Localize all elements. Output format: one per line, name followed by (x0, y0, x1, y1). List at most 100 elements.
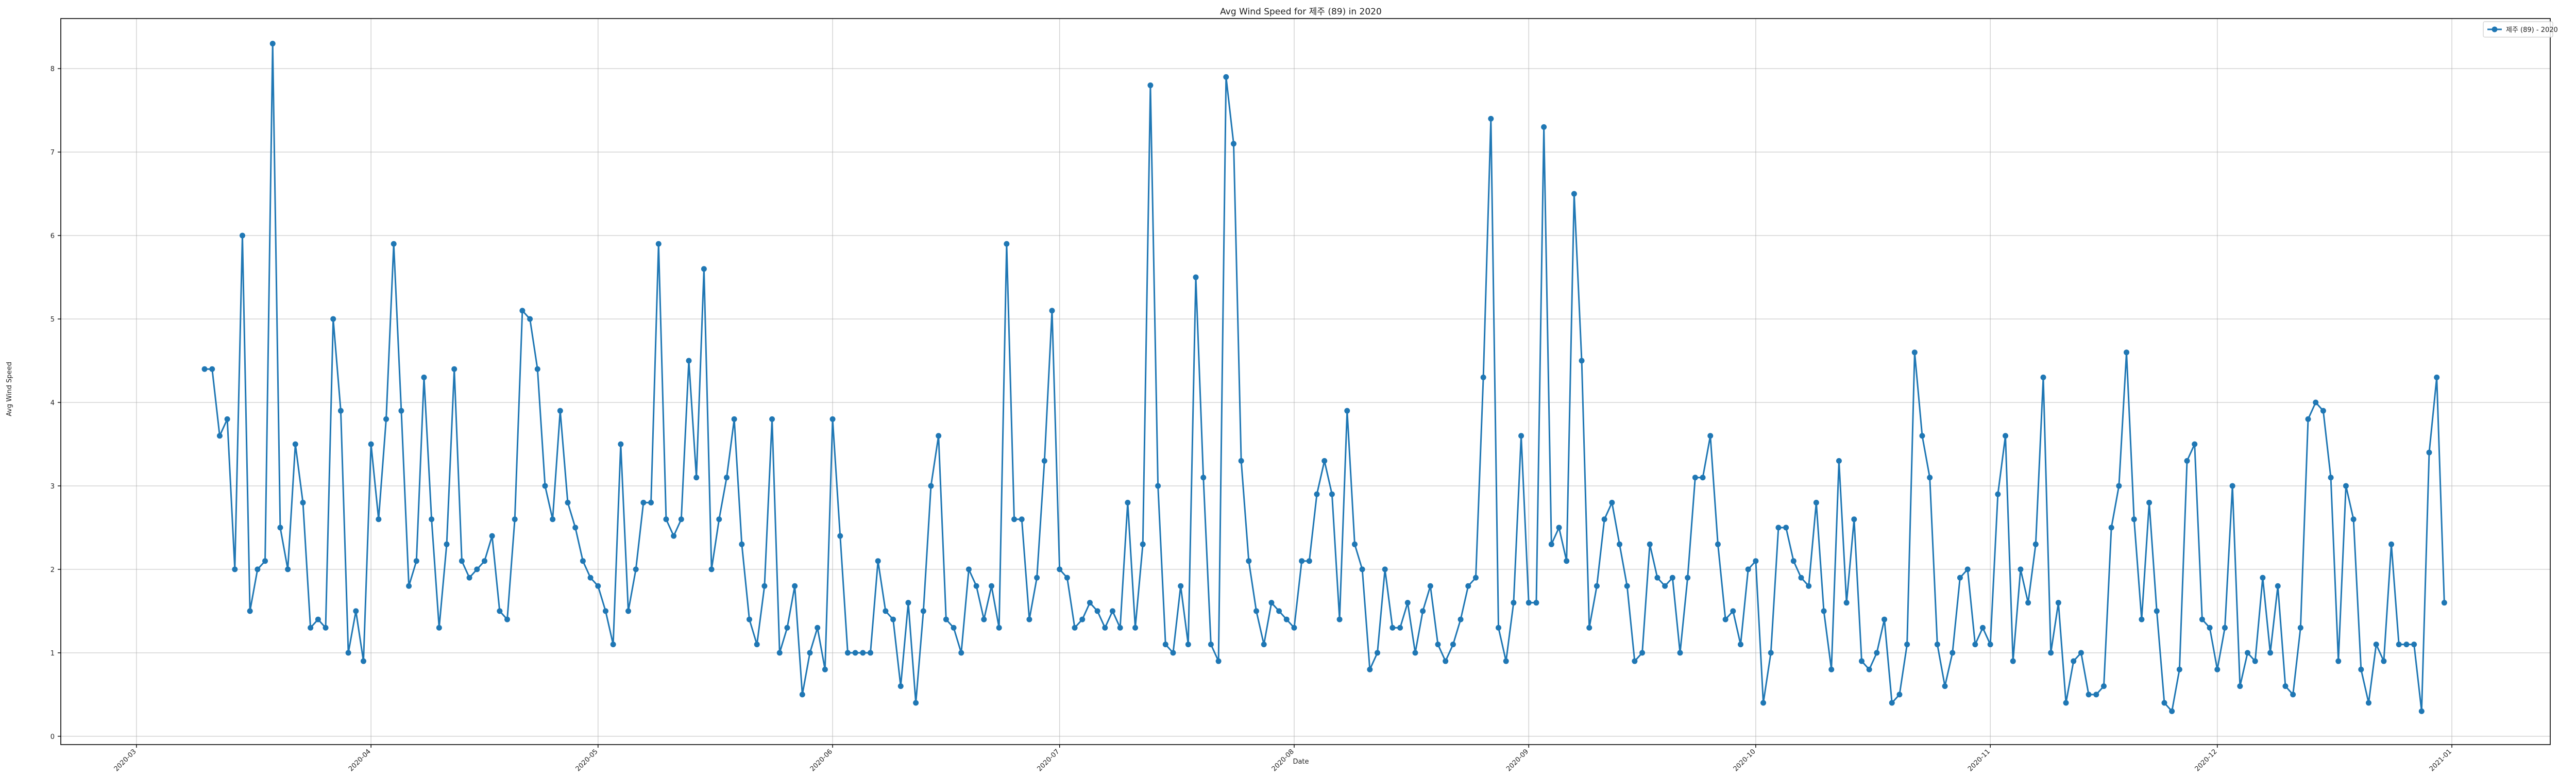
data-point (1117, 625, 1123, 631)
data-point (1722, 616, 1728, 622)
data-point (602, 608, 608, 614)
data-point (2388, 541, 2395, 547)
data-point (693, 475, 700, 481)
data-point (1927, 475, 1933, 481)
data-point (2275, 583, 2281, 589)
data-point (905, 600, 911, 606)
data-point (1057, 566, 1063, 572)
data-point (1942, 683, 1948, 689)
data-point (815, 625, 821, 631)
data-point (852, 650, 858, 656)
data-point (610, 642, 616, 648)
data-point (747, 616, 753, 622)
data-point (1389, 625, 1396, 631)
data-point (1026, 616, 1032, 622)
data-point (2305, 416, 2311, 422)
data-point (1775, 525, 1782, 531)
data-point (269, 41, 276, 47)
y-tick-label: 6 (50, 232, 55, 240)
data-point (1359, 566, 1365, 572)
data-point (625, 608, 632, 614)
y-axis-ticks: 0 1 2 3 4 5 6 7 8 (50, 65, 61, 741)
data-point (807, 650, 813, 656)
data-point (1443, 658, 1449, 664)
data-point (1253, 608, 1260, 614)
data-point (565, 499, 571, 506)
data-point (2093, 692, 2099, 698)
data-point (1851, 516, 1857, 523)
data-point (368, 441, 374, 447)
data-point (2018, 566, 2024, 572)
data-point (1079, 616, 1086, 622)
data-point (1511, 600, 1517, 606)
data-point (1738, 642, 1743, 648)
data-point (965, 566, 972, 572)
data-point (1828, 666, 1835, 672)
data-point (1435, 642, 1441, 648)
data-point (436, 625, 442, 631)
data-point (383, 416, 389, 422)
data-point (292, 441, 298, 447)
data-point (2426, 449, 2432, 456)
data-point (2297, 625, 2303, 631)
data-point (2146, 499, 2153, 506)
data-point (1957, 575, 1963, 581)
data-point (1223, 74, 1229, 80)
data-point (1768, 650, 1774, 656)
data-point (1707, 433, 1714, 439)
data-point (1934, 642, 1940, 648)
y-tick-label: 4 (50, 399, 55, 407)
data-point (2222, 625, 2228, 631)
data-point (1480, 374, 1486, 380)
data-point (1155, 483, 1161, 489)
data-point (209, 366, 215, 372)
data-point (1601, 516, 1607, 523)
legend-series-label: 제주 (89) - 2020 (2506, 26, 2558, 34)
data-point (1579, 358, 1585, 364)
data-point (1692, 475, 1698, 481)
data-point (1896, 692, 1903, 698)
data-point (686, 358, 692, 364)
data-point (1314, 491, 1320, 497)
data-point (2320, 408, 2326, 414)
data-point (2252, 658, 2258, 664)
data-point (1420, 608, 1426, 614)
data-point (1268, 600, 1275, 606)
y-tick-label: 5 (50, 316, 55, 324)
data-point (1125, 499, 1131, 506)
data-point (943, 616, 949, 622)
data-point (988, 583, 994, 589)
chart-title: Avg Wind Speed for 제주 (89) in 2020 (1220, 7, 1382, 17)
data-point (2010, 658, 2016, 664)
data-point (1049, 308, 1055, 314)
data-point (459, 558, 465, 564)
data-point (406, 583, 412, 589)
data-point (1450, 642, 1456, 648)
data-point (2434, 374, 2440, 380)
data-point (2290, 692, 2296, 698)
data-point (1806, 583, 1812, 589)
data-point (444, 541, 450, 547)
data-point (2343, 483, 2349, 489)
data-point (1147, 82, 1154, 89)
data-point (2100, 683, 2107, 689)
data-point (754, 642, 760, 648)
data-point (1132, 625, 1139, 631)
data-point (2161, 700, 2167, 706)
data-point (1911, 349, 1918, 356)
data-point (2184, 458, 2190, 464)
data-point (376, 516, 382, 523)
data-point (519, 308, 526, 314)
data-point (936, 433, 942, 439)
y-axis-label: Avg Wind Speed (6, 362, 13, 416)
data-point (2260, 575, 2266, 581)
data-point (1465, 583, 1471, 589)
data-point (1662, 583, 1668, 589)
data-point (1594, 583, 1600, 589)
data-point (981, 616, 987, 622)
data-point (1843, 600, 1850, 606)
data-point (2237, 683, 2243, 689)
data-point (1790, 558, 1797, 564)
data-point (2040, 374, 2046, 380)
